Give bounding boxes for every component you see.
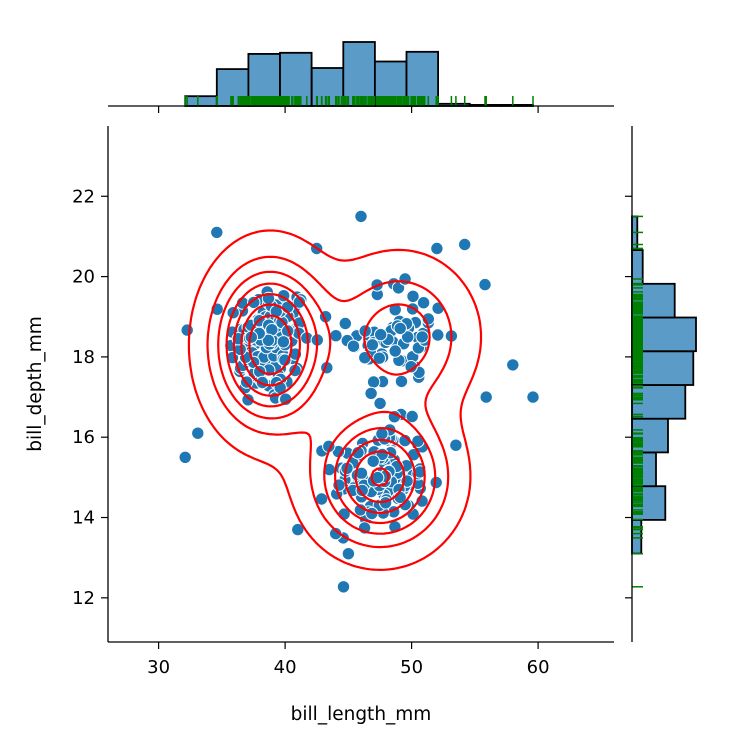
- data-point: [404, 360, 418, 374]
- data-point: [431, 328, 445, 342]
- data-point: [180, 323, 194, 337]
- y-axis-ticks: 12 14 16 18 20 22: [72, 186, 108, 609]
- data-point: [354, 209, 368, 224]
- x-tick-label: 50: [400, 657, 423, 678]
- data-point: [276, 335, 291, 349]
- data-point: [406, 289, 420, 303]
- data-point: [338, 316, 352, 331]
- kde-contours: [187, 229, 483, 571]
- data-point: [329, 329, 343, 343]
- main-scatter-panel: 30 40 50 60 12 14 16 18 20 22: [72, 126, 614, 678]
- data-point: [398, 433, 412, 448]
- data-point: [210, 225, 224, 240]
- data-point: [365, 338, 380, 352]
- contour-level-6: [240, 303, 406, 504]
- y-tick-label: 22: [72, 186, 95, 207]
- right-hist-bar: [631, 384, 687, 420]
- data-point: [346, 339, 361, 353]
- data-point: [351, 446, 365, 460]
- x-tick-label: 30: [147, 657, 170, 678]
- data-point: [366, 454, 380, 468]
- data-point: [178, 450, 192, 464]
- data-point: [261, 333, 276, 347]
- contour-level-2: [206, 255, 453, 549]
- x-axis-ticks: 30 40 50 60: [147, 642, 550, 678]
- y-tick-label: 18: [72, 347, 95, 368]
- data-point: [292, 295, 307, 309]
- data-point: [416, 296, 431, 310]
- data-point: [449, 438, 463, 452]
- data-point: [394, 374, 409, 389]
- data-point: [401, 330, 415, 344]
- data-point: [364, 386, 378, 401]
- data-point: [241, 393, 255, 407]
- y-tick-label: 12: [72, 588, 95, 609]
- data-point: [366, 375, 381, 389]
- data-point: [336, 580, 351, 594]
- data-point: [191, 426, 205, 440]
- data-point: [526, 390, 540, 404]
- top-marginal-histogram: [108, 41, 614, 113]
- x-axis-label: bill_length_mm: [291, 704, 432, 725]
- data-point: [478, 277, 492, 292]
- x-tick-label: 60: [527, 657, 550, 678]
- right-hist-bar: [631, 519, 643, 555]
- data-point: [415, 330, 429, 344]
- contour-level-7: [248, 314, 390, 487]
- data-point: [506, 358, 520, 372]
- data-point: [374, 327, 388, 342]
- right-hist-bar: [631, 282, 676, 319]
- data-point: [458, 237, 472, 252]
- y-axis-label: bill_depth_mm: [25, 316, 46, 452]
- top-hist-bar: [342, 41, 376, 107]
- data-point: [479, 390, 493, 404]
- y-tick-label: 20: [72, 267, 95, 288]
- right-rug-marks: [632, 215, 643, 588]
- data-point: [405, 409, 419, 424]
- data-point: [247, 295, 261, 310]
- data-point: [393, 321, 407, 336]
- top-hist-bar: [184, 95, 218, 107]
- y-tick-label: 16: [72, 427, 95, 448]
- data-point: [372, 351, 386, 365]
- top-rug-marks: [184, 96, 534, 106]
- data-point: [388, 344, 402, 358]
- data-point: [355, 483, 369, 498]
- right-marginal-histogram: [625, 126, 697, 642]
- data-point: [430, 241, 444, 256]
- contour-level-3: [217, 270, 437, 535]
- data-point: [341, 547, 356, 561]
- contour-level-5: [232, 293, 416, 514]
- data-point: [373, 396, 387, 411]
- data-point: [291, 522, 305, 537]
- scatter-points: [178, 209, 540, 594]
- data-point: [431, 301, 445, 315]
- y-tick-label: 14: [72, 508, 95, 529]
- data-point: [329, 526, 343, 541]
- x-tick-label: 40: [274, 657, 297, 678]
- contour-level-4: [225, 282, 426, 525]
- contour-level-1: [187, 229, 483, 571]
